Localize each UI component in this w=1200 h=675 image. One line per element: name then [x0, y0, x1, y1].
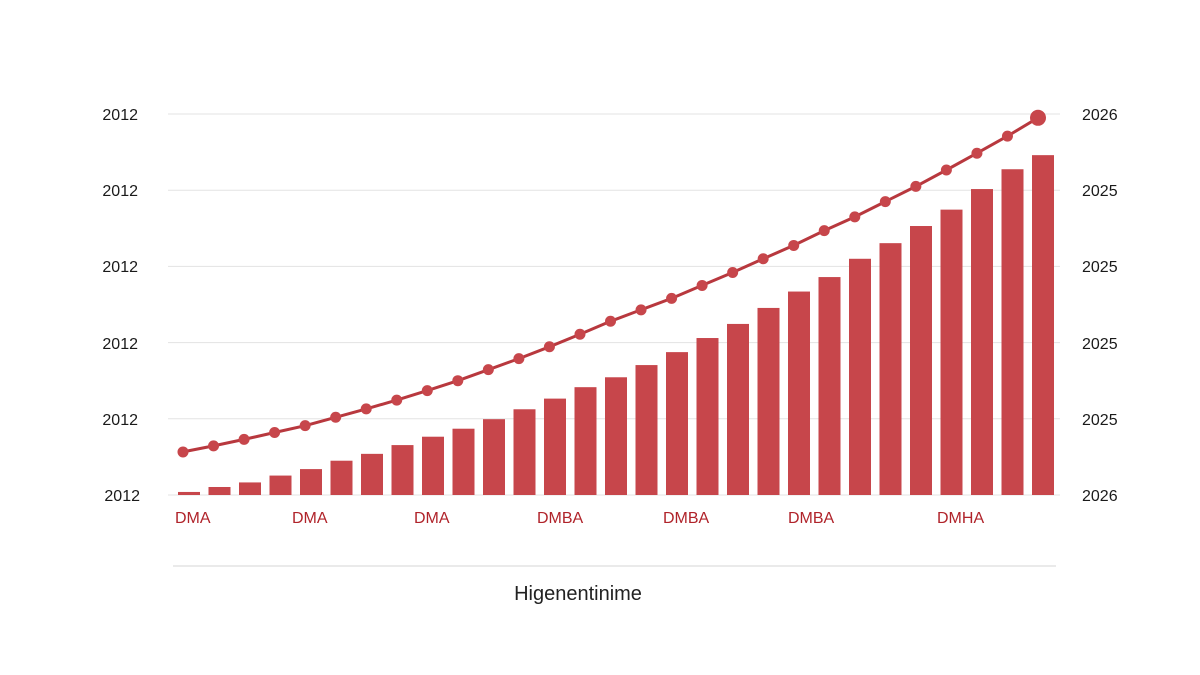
line-point — [299, 420, 311, 432]
left-tick-label: 2012 — [102, 336, 138, 353]
bar — [788, 291, 810, 495]
line-point — [421, 385, 433, 397]
bar — [178, 491, 200, 495]
line-point — [666, 292, 678, 304]
line-point — [818, 225, 830, 237]
line-point — [269, 427, 281, 439]
x-axis: DMA DMA DMA DMBA DMBA DMBA DMHA Higenent… — [173, 510, 1056, 605]
right-tick-label: 2025 — [1082, 183, 1118, 200]
right-tick-label: 2026 — [1082, 107, 1118, 124]
left-axis: 2012 2012 2012 2012 2012 2012 — [102, 107, 140, 505]
line-point — [330, 411, 342, 423]
bar — [1001, 169, 1024, 495]
bar — [300, 469, 322, 495]
bar — [879, 243, 902, 495]
bar — [361, 453, 383, 495]
line-point — [482, 364, 494, 376]
bar — [727, 323, 749, 495]
line-point — [513, 353, 525, 365]
line-point — [452, 375, 464, 387]
x-tick-label: DMBA — [788, 510, 835, 527]
bar — [910, 226, 932, 495]
bar — [239, 482, 261, 495]
line-point — [574, 328, 586, 340]
x-tick-label: DMA — [414, 510, 450, 527]
x-tick-label: DMBA — [537, 510, 584, 527]
bar — [330, 460, 353, 495]
line-point — [757, 253, 769, 265]
line-point — [238, 433, 250, 445]
bar — [574, 387, 597, 495]
bar — [483, 419, 505, 495]
bar — [1032, 155, 1054, 495]
bar — [513, 409, 536, 495]
left-tick-label: 2012 — [102, 259, 138, 276]
left-tick-label: 2012 — [102, 107, 138, 124]
line-point — [391, 394, 403, 406]
bar — [635, 365, 658, 495]
line-point — [971, 147, 983, 159]
left-tick-label: 2012 — [102, 412, 138, 429]
line-point — [940, 164, 952, 176]
line-point — [208, 440, 220, 452]
x-tick-label: DMA — [292, 510, 328, 527]
line-point — [910, 180, 922, 192]
right-tick-label: 2025 — [1082, 336, 1118, 353]
bar — [666, 352, 688, 495]
bar — [544, 398, 566, 495]
bar — [818, 277, 841, 495]
right-tick-label: 2025 — [1082, 259, 1118, 276]
line-point — [696, 279, 708, 291]
line-point — [635, 304, 647, 316]
right-tick-label: 2026 — [1082, 488, 1118, 505]
line-point — [360, 403, 372, 415]
left-tick-label: 2012 — [102, 183, 138, 200]
bar — [391, 445, 414, 495]
line-point — [788, 239, 800, 251]
right-axis: 2026 2025 2025 2025 2025 2026 — [1082, 107, 1118, 505]
line-point — [543, 341, 555, 353]
bar — [940, 209, 963, 496]
bar — [849, 258, 871, 495]
bar — [269, 475, 292, 495]
line-point — [879, 196, 891, 208]
right-tick-label: 2025 — [1082, 412, 1118, 429]
line-series — [177, 109, 1046, 458]
x-tick-label: DMA — [175, 510, 211, 527]
bar — [605, 377, 627, 495]
bar-series — [178, 155, 1054, 496]
line-point — [605, 315, 616, 327]
line-point — [1001, 130, 1013, 142]
bar — [971, 189, 993, 495]
bar — [452, 428, 475, 495]
bar — [422, 436, 444, 495]
x-tick-label: DMBA — [663, 510, 710, 527]
line-point — [1030, 109, 1046, 126]
x-tick-label: DMHA — [937, 510, 984, 527]
line-point — [849, 211, 861, 223]
x-axis-title: Higenentinime — [514, 583, 642, 605]
bar — [757, 307, 780, 495]
line-point — [177, 446, 189, 458]
bar — [208, 486, 231, 495]
left-tick-label: 2012 — [104, 488, 140, 505]
bar — [696, 338, 719, 495]
line-point — [727, 266, 739, 278]
